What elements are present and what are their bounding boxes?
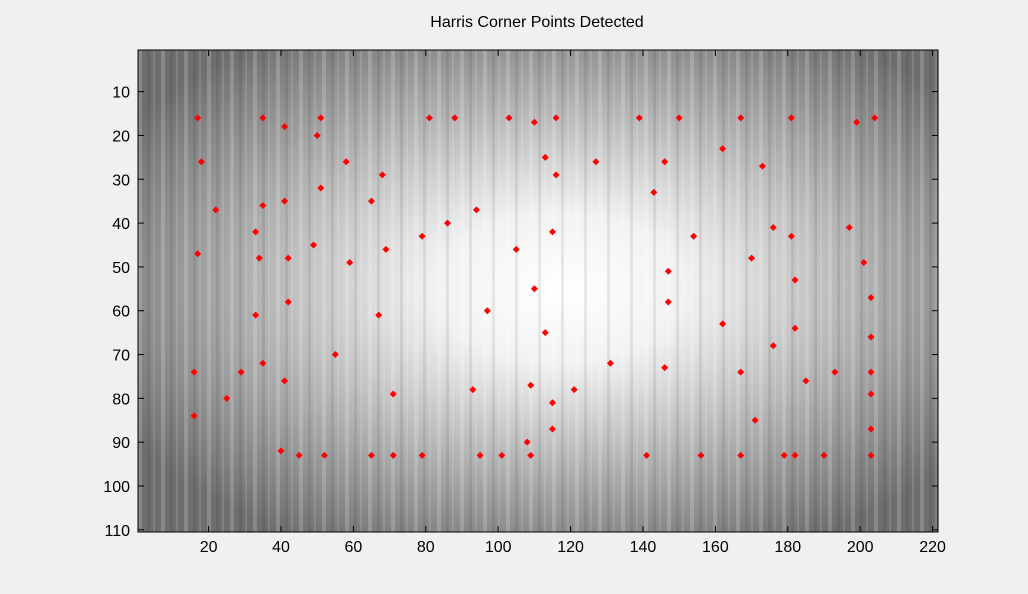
x-tick-label: 140 xyxy=(630,539,657,556)
x-tick-label: 60 xyxy=(344,539,362,556)
x-tick-label: 180 xyxy=(774,539,801,556)
x-tick-label: 20 xyxy=(200,539,218,556)
x-tick-label: 40 xyxy=(272,539,290,556)
x-tick-label: 80 xyxy=(417,539,435,556)
image xyxy=(138,50,938,532)
y-tick-label: 30 xyxy=(112,172,130,189)
x-tick-label: 120 xyxy=(557,539,584,556)
y-tick-label: 50 xyxy=(112,260,130,277)
y-tick-label: 70 xyxy=(112,348,130,365)
y-tick-label: 40 xyxy=(112,216,130,233)
y-tick-label: 10 xyxy=(112,85,130,102)
x-tick-label: 220 xyxy=(919,539,946,556)
y-tick-label: 100 xyxy=(103,479,130,496)
image-texture xyxy=(138,50,938,532)
y-tick-label: 20 xyxy=(112,128,130,145)
figure: Harris Corner Points Detected 20 40 60 80 10… xyxy=(0,0,1028,594)
y-tick-label: 110 xyxy=(104,523,130,540)
x-tick-label: 160 xyxy=(702,539,729,556)
y-tick-label: 60 xyxy=(112,304,130,321)
page: {"chart_data": { "type": "scatter", "tit… xyxy=(0,0,1028,594)
x-tick-label: 100 xyxy=(485,539,512,556)
x-tick-label: 200 xyxy=(847,539,874,556)
y-tick-label: 90 xyxy=(112,435,130,452)
y-tick-label: 80 xyxy=(112,391,130,408)
chart-title: Harris Corner Points Detected xyxy=(430,14,643,31)
